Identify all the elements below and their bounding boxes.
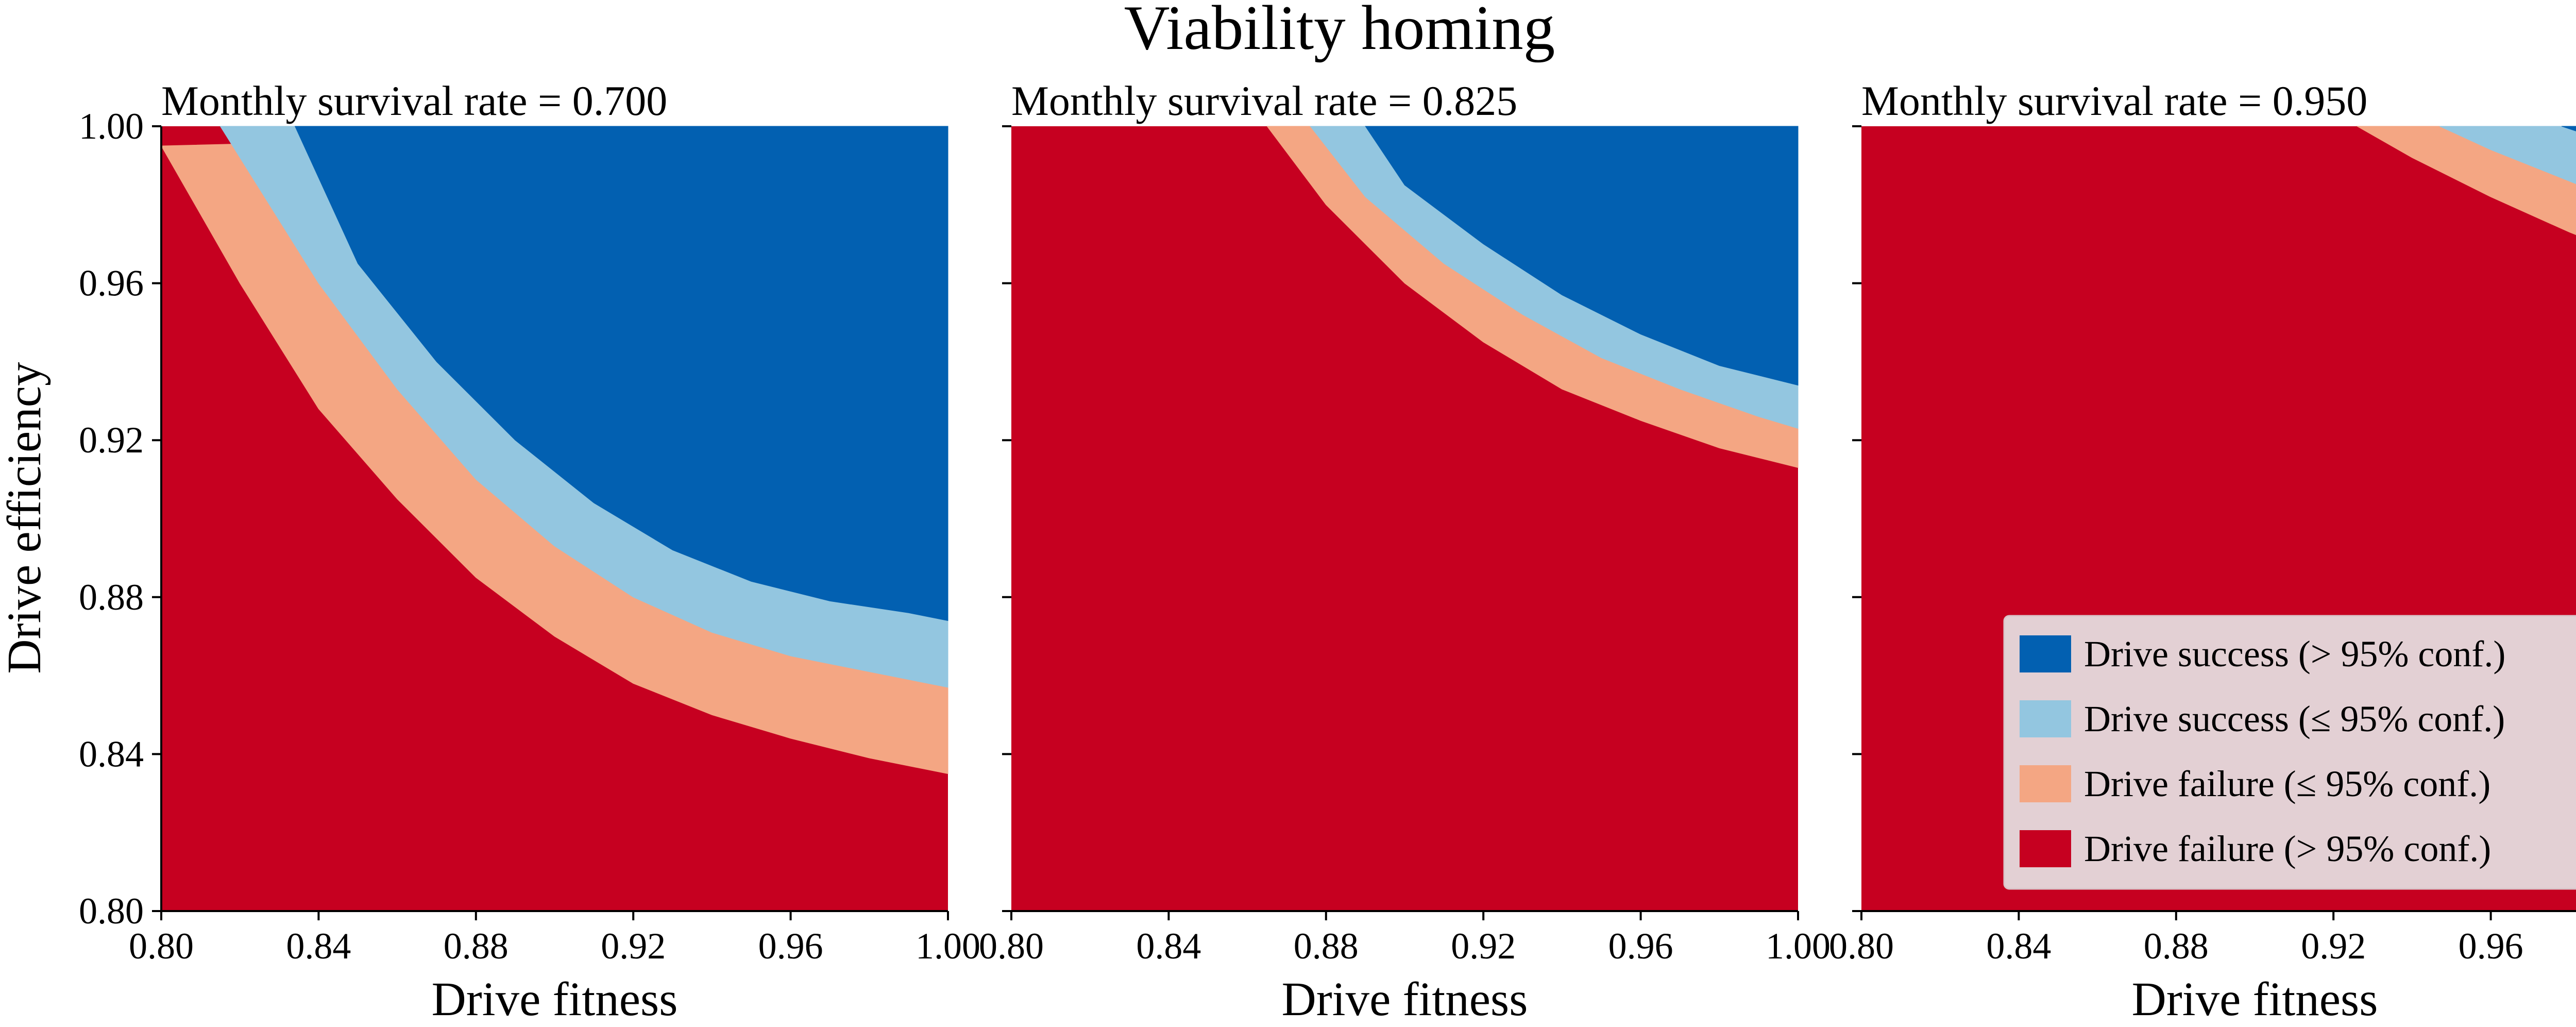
legend-label: Drive success (≤ 95% conf.) — [2084, 698, 2505, 739]
x-axis-label: Drive fitness — [2132, 973, 2378, 1026]
legend-item-failure-low: Drive failure (≤ 95% conf.) — [2020, 763, 2490, 804]
y-tick-label: 1.00 — [79, 106, 144, 147]
x-axis-label: Drive fitness — [432, 973, 678, 1026]
y-tick-label: 0.88 — [79, 577, 144, 618]
legend-item-failure-high: Drive failure (> 95% conf.) — [2020, 828, 2491, 869]
x-tick-label: 0.96 — [1608, 925, 1673, 967]
region-drive-success-high-conf — [294, 126, 948, 621]
x-tick-label: 0.80 — [979, 925, 1044, 967]
x-tick-label: 1.00 — [916, 925, 980, 967]
legend-swatch — [2020, 635, 2071, 672]
panel-1: Monthly survival rate = 0.700 0.80 0.84 0.8… — [79, 77, 980, 1026]
region-drive-success-low-conf — [2439, 126, 2576, 184]
legend-swatch — [2020, 700, 2071, 737]
legend-swatch — [2020, 765, 2071, 802]
region-drive-success-high-conf — [1365, 126, 1799, 386]
x-tick-label: 0.92 — [601, 925, 666, 967]
x-tick-label: 0.96 — [2459, 925, 2523, 967]
x-tick-label: 0.84 — [1136, 925, 1201, 967]
panel-title: Monthly survival rate = 0.950 — [1861, 77, 2367, 124]
legend-swatch — [2020, 830, 2071, 867]
x-tick-label: 1.00 — [1766, 925, 1831, 967]
legend-box — [2003, 615, 2576, 890]
x-tick-label: 0.84 — [1986, 925, 2051, 967]
x-tick-label: 0.88 — [444, 925, 509, 967]
legend-label: Drive failure (> 95% conf.) — [2084, 828, 2491, 869]
y-tick-label: 0.80 — [79, 890, 144, 932]
y-axis-label: Drive efficiency — [0, 362, 51, 674]
region-drive-success-high-conf — [2561, 126, 2576, 131]
x-tick-label: 0.96 — [758, 925, 823, 967]
legend-item-success-low: Drive success (≤ 95% conf.) — [2020, 698, 2505, 739]
legend: Drive success (> 95% conf.) Drive success… — [2003, 615, 2576, 890]
chart-title: Viability homing — [1124, 0, 1555, 63]
x-tick-label: 0.88 — [1294, 925, 1359, 967]
y-tick-label: 0.96 — [79, 263, 144, 304]
x-tick-label: 0.92 — [1451, 925, 1516, 967]
legend-label: Drive failure (≤ 95% conf.) — [2084, 763, 2490, 804]
x-tick-label: 0.92 — [2301, 925, 2366, 967]
x-axis-label: Drive fitness — [1282, 973, 1528, 1026]
x-tick-label: 0.88 — [2144, 925, 2209, 967]
x-tick-label: 0.80 — [1829, 925, 1894, 967]
x-tick-label: 0.84 — [286, 925, 351, 967]
x-tick-label: 0.80 — [129, 925, 194, 967]
panel-title: Monthly survival rate = 0.700 — [161, 77, 667, 124]
y-tick-label: 0.92 — [79, 419, 144, 461]
y-tick-label: 0.84 — [79, 733, 144, 775]
panel-2: Monthly survival rate = 0.825 0.80 0.84 0.8… — [979, 77, 1831, 1026]
panel-title: Monthly survival rate = 0.825 — [1011, 77, 1517, 124]
legend-label: Drive success (> 95% conf.) — [2084, 633, 2505, 675]
legend-item-success-high: Drive success (> 95% conf.) — [2020, 633, 2505, 675]
